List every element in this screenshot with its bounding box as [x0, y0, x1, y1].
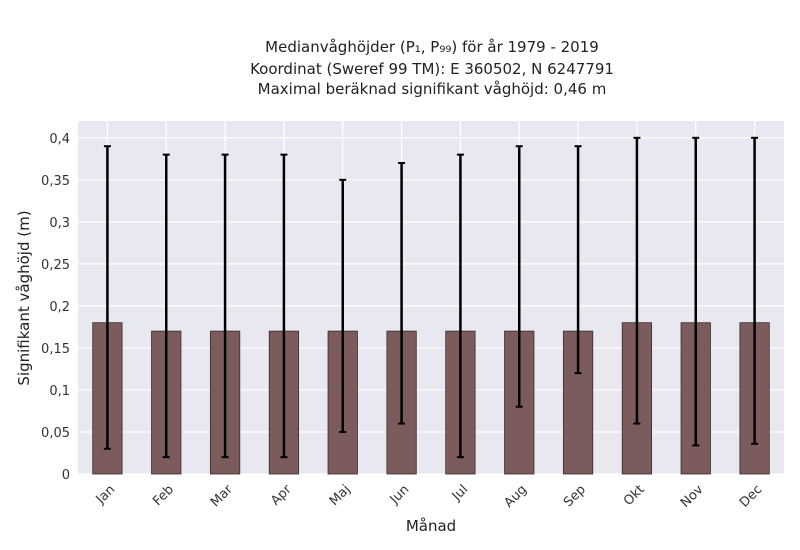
y-tick-label: 0,25 [41, 258, 70, 273]
y-tick-label: 0,15 [41, 342, 70, 357]
x-tick-label: Feb [150, 482, 177, 509]
x-axis-label: Månad [406, 517, 456, 535]
chart-title-line-2: Koordinat (Sweref 99 TM): E 360502, N 62… [250, 60, 614, 78]
x-tick-label: Maj [327, 482, 354, 509]
y-axis-ticks: 0 0,05 0,1 0,15 0,2 0,25 0,3 0,35 0,4 [41, 132, 70, 483]
y-tick-label: 0,05 [41, 426, 70, 441]
y-tick-label: 0,4 [49, 132, 70, 147]
x-tick-label: Aug [502, 482, 531, 511]
y-tick-label: 0,2 [49, 300, 70, 315]
x-tick-label: Jun [387, 482, 413, 508]
x-tick-label: Apr [268, 482, 295, 509]
x-tick-label: Jul [449, 482, 471, 504]
y-tick-label: 0,1 [49, 384, 70, 399]
x-tick-label: Mar [208, 482, 236, 510]
y-tick-label: 0,3 [49, 216, 70, 231]
y-tick-label: 0 [62, 468, 70, 483]
error-bars [103, 136, 759, 459]
y-axis-label: Signifikant våghöjd (m) [15, 210, 33, 385]
x-tick-label: Dec [737, 482, 765, 510]
x-tick-label: Nov [678, 482, 707, 511]
chart-title: Medianvåghöjder (P₁, P₉₉) för år 1979 - … [250, 38, 614, 98]
plot-area [78, 121, 784, 474]
chart-title-line-1: Medianvåghöjder (P₁, P₉₉) för år 1979 - … [265, 38, 599, 56]
x-tick-label: Sep [561, 482, 589, 510]
x-axis-ticks: Jan Feb Mar Apr Maj Jun Jul Aug Sep Okt Nov Dec [93, 482, 766, 511]
chart-title-line-3: Maximal beräknad signifikant våghöjd: 0,… [258, 80, 607, 98]
x-tick-label: Okt [621, 482, 648, 509]
x-tick-label: Jan [93, 482, 118, 507]
y-tick-label: 0,35 [41, 174, 70, 189]
